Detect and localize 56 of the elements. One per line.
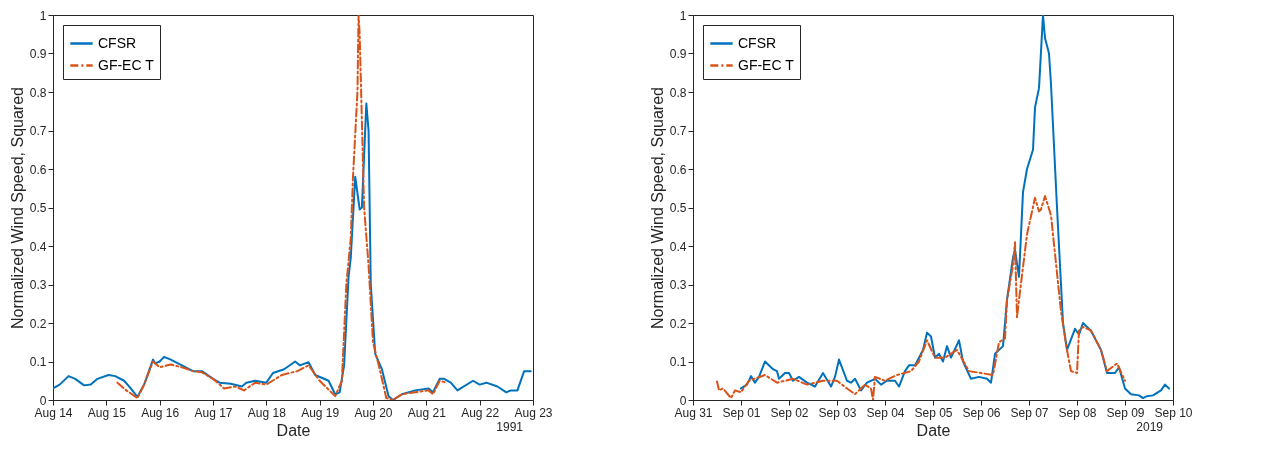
legend-label: GF-EC T <box>738 56 795 73</box>
y-tick-label: 0.1 <box>669 355 687 369</box>
y-tick-label: 0 <box>679 393 687 408</box>
x-tick-label: Aug 18 <box>247 405 287 420</box>
x-tick-label: Aug 16 <box>141 405 180 420</box>
y-tick-label: 0.9 <box>29 47 47 61</box>
y-tick-label: 0 <box>39 393 47 408</box>
legend-label: CFSR <box>738 34 777 51</box>
x-tick-label: Aug 14 <box>34 405 73 420</box>
x-tick-label: Aug 23 <box>514 405 553 420</box>
y-tick-label: 0.8 <box>29 85 47 100</box>
y-tick-label: 0.9 <box>669 47 687 61</box>
y-tick-label: 0.5 <box>669 201 687 215</box>
x-tick-label: Sep 05 <box>914 405 953 420</box>
y-tick-label: 0.4 <box>29 239 47 254</box>
y-tick-label: 0.3 <box>669 278 687 292</box>
legend-label: GF-EC T <box>98 56 155 73</box>
x-tick-label: Aug 22 <box>461 405 500 420</box>
legend-label: CFSR <box>98 34 137 51</box>
x-tick-label: Aug 31 <box>674 405 713 420</box>
line-series <box>740 15 1170 400</box>
x-tick-label: Sep 10 <box>1154 405 1193 420</box>
x-tick-label: Sep 06 <box>962 405 1001 420</box>
line-series <box>53 102 532 400</box>
y-tick-label: 0.3 <box>29 278 47 292</box>
x-tick-label: Aug 20 <box>354 405 393 420</box>
y-tick-label: 1 <box>39 8 47 23</box>
text: 2019 <box>1136 420 1164 434</box>
y-tick-label: 0.1 <box>29 355 47 369</box>
y-tick-label: 1 <box>679 8 687 23</box>
x-tick-label: Aug 17 <box>194 405 233 420</box>
x-tick-label: Sep 09 <box>1106 405 1145 420</box>
y-tick-label: 0.7 <box>29 124 47 138</box>
y-tick-label: 0.2 <box>29 316 47 331</box>
x-tick-label: Sep 01 <box>722 405 761 420</box>
y-tick-label: 0.6 <box>29 162 47 177</box>
y-tick-label: 0.6 <box>669 162 687 177</box>
y-tick-label: 0.8 <box>669 85 687 100</box>
x-tick-label: Sep 07 <box>1010 405 1049 420</box>
x-tick-label: Sep 08 <box>1058 405 1097 420</box>
x-tick-label: Sep 04 <box>866 405 905 420</box>
x-axis-title: Date <box>276 421 311 439</box>
text: 1991 <box>496 420 524 434</box>
y-tick-label: 0.5 <box>29 201 47 215</box>
x-tick-label: Aug 15 <box>87 405 127 420</box>
y-axis-title: Normalized Wind Speed, Squared <box>648 87 666 329</box>
x-tick-label: Aug 19 <box>301 405 340 420</box>
y-axis-title: Normalized Wind Speed, Squared <box>8 87 26 329</box>
line-series <box>716 194 1126 400</box>
y-tick-label: 0.2 <box>669 316 687 331</box>
y-tick-label: 0.7 <box>669 124 687 138</box>
x-tick-label: Aug 21 <box>407 405 447 420</box>
x-tick-label: Sep 03 <box>818 405 857 420</box>
x-axis-title: Date <box>916 421 951 439</box>
y-tick-label: 0.4 <box>669 239 687 254</box>
x-tick-label: Sep 02 <box>770 405 809 420</box>
